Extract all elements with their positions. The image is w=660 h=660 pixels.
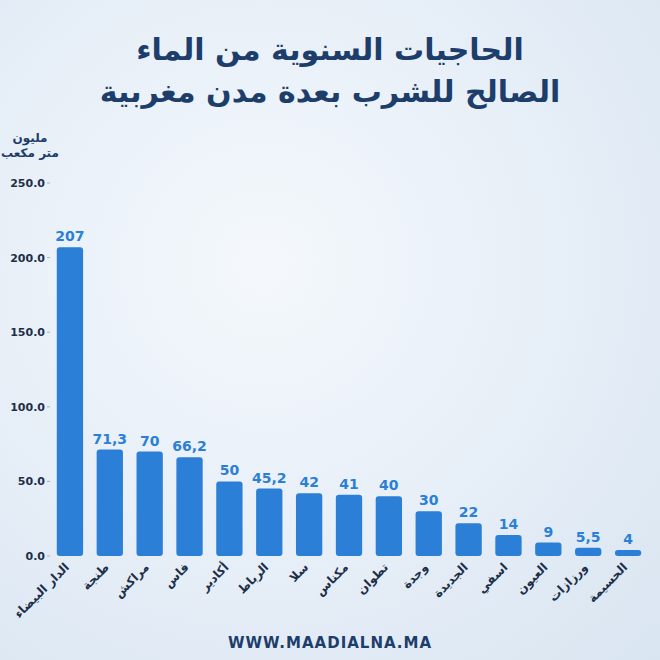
bars [57, 247, 641, 556]
y-tick-label: 250.0 [10, 177, 45, 190]
x-tick-label: مراكش [112, 560, 152, 600]
bar [57, 247, 83, 556]
bar [416, 511, 442, 556]
source: WWW.MAADIALNA.MA [228, 634, 432, 652]
data-label: 5,5 [576, 529, 601, 545]
x-tick-label: تطوان [354, 560, 392, 598]
y-tick-label: 50.0 [18, 475, 45, 488]
data-label: 14 [499, 516, 519, 532]
y-tick-label: 150.0 [10, 326, 45, 339]
bar [216, 481, 242, 556]
data-label: 40 [379, 477, 399, 493]
data-label: 45,2 [252, 470, 287, 486]
data-label: 50 [220, 462, 240, 478]
tick-mark [47, 481, 50, 482]
data-label: 9 [543, 524, 553, 540]
bar [296, 493, 322, 556]
x-tick-label: الجديدة [431, 560, 471, 600]
data-label: 41 [339, 476, 358, 492]
data-label: 30 [419, 492, 439, 508]
x-tick-label: وجدة [400, 560, 432, 592]
y-axis-title-line: مليون [13, 131, 48, 146]
y-tick-label: 100.0 [10, 401, 45, 414]
data-label: 66,2 [172, 438, 207, 454]
bar [176, 457, 202, 556]
x-tick-label: الرباط [235, 560, 271, 596]
chart: الحاجيات السنوية من الماء الصالح للشرب بع… [0, 0, 660, 660]
bar [575, 548, 601, 556]
bar [137, 452, 163, 556]
y-tick-label: 200.0 [10, 252, 45, 265]
x-tick-label: سلا [287, 560, 312, 585]
x-tick-label: الحسيمة [585, 560, 630, 605]
x-tick-label: العيون [514, 560, 552, 598]
tick-mark [47, 183, 50, 184]
x-tick-label: أكادير [196, 560, 231, 595]
data-label: 22 [459, 504, 478, 520]
bar [615, 550, 641, 556]
x-tick-label: فاس [161, 560, 191, 590]
tick-mark [47, 406, 50, 407]
title: الحاجيات السنوية من الماء الصالح للشرب بع… [100, 32, 561, 109]
bar [455, 523, 481, 556]
data-label: 70 [140, 433, 160, 449]
data-label: 4 [623, 531, 633, 547]
data-label: 42 [299, 474, 318, 490]
x-tick-label: طنجة [79, 560, 112, 593]
bar [256, 489, 282, 556]
title-line: الصالح للشرب بعدة مدن مغربية [100, 74, 561, 109]
bar [376, 496, 402, 556]
y-axis-title-line: متر مكعب [1, 146, 59, 160]
bar [336, 495, 362, 556]
bar [97, 450, 123, 556]
x-tick-label: ورزازات [546, 560, 591, 605]
data-label: 71,3 [93, 431, 128, 447]
x-tick-label: الدار البيضاء [11, 560, 72, 621]
bar [495, 535, 521, 556]
tick-mark [47, 556, 50, 557]
tick-mark [47, 257, 50, 258]
title-line: الحاجيات السنوية من الماء [136, 32, 523, 67]
x-tick-label: اسفي [475, 560, 511, 596]
data-label: 207 [55, 228, 84, 244]
y-tick-label: 0.0 [26, 550, 46, 563]
x-tick-label: مكناس [313, 560, 351, 598]
bar [535, 543, 561, 556]
y-axis-title: مليونمتر مكعب [1, 131, 59, 160]
tick-mark [47, 332, 50, 333]
